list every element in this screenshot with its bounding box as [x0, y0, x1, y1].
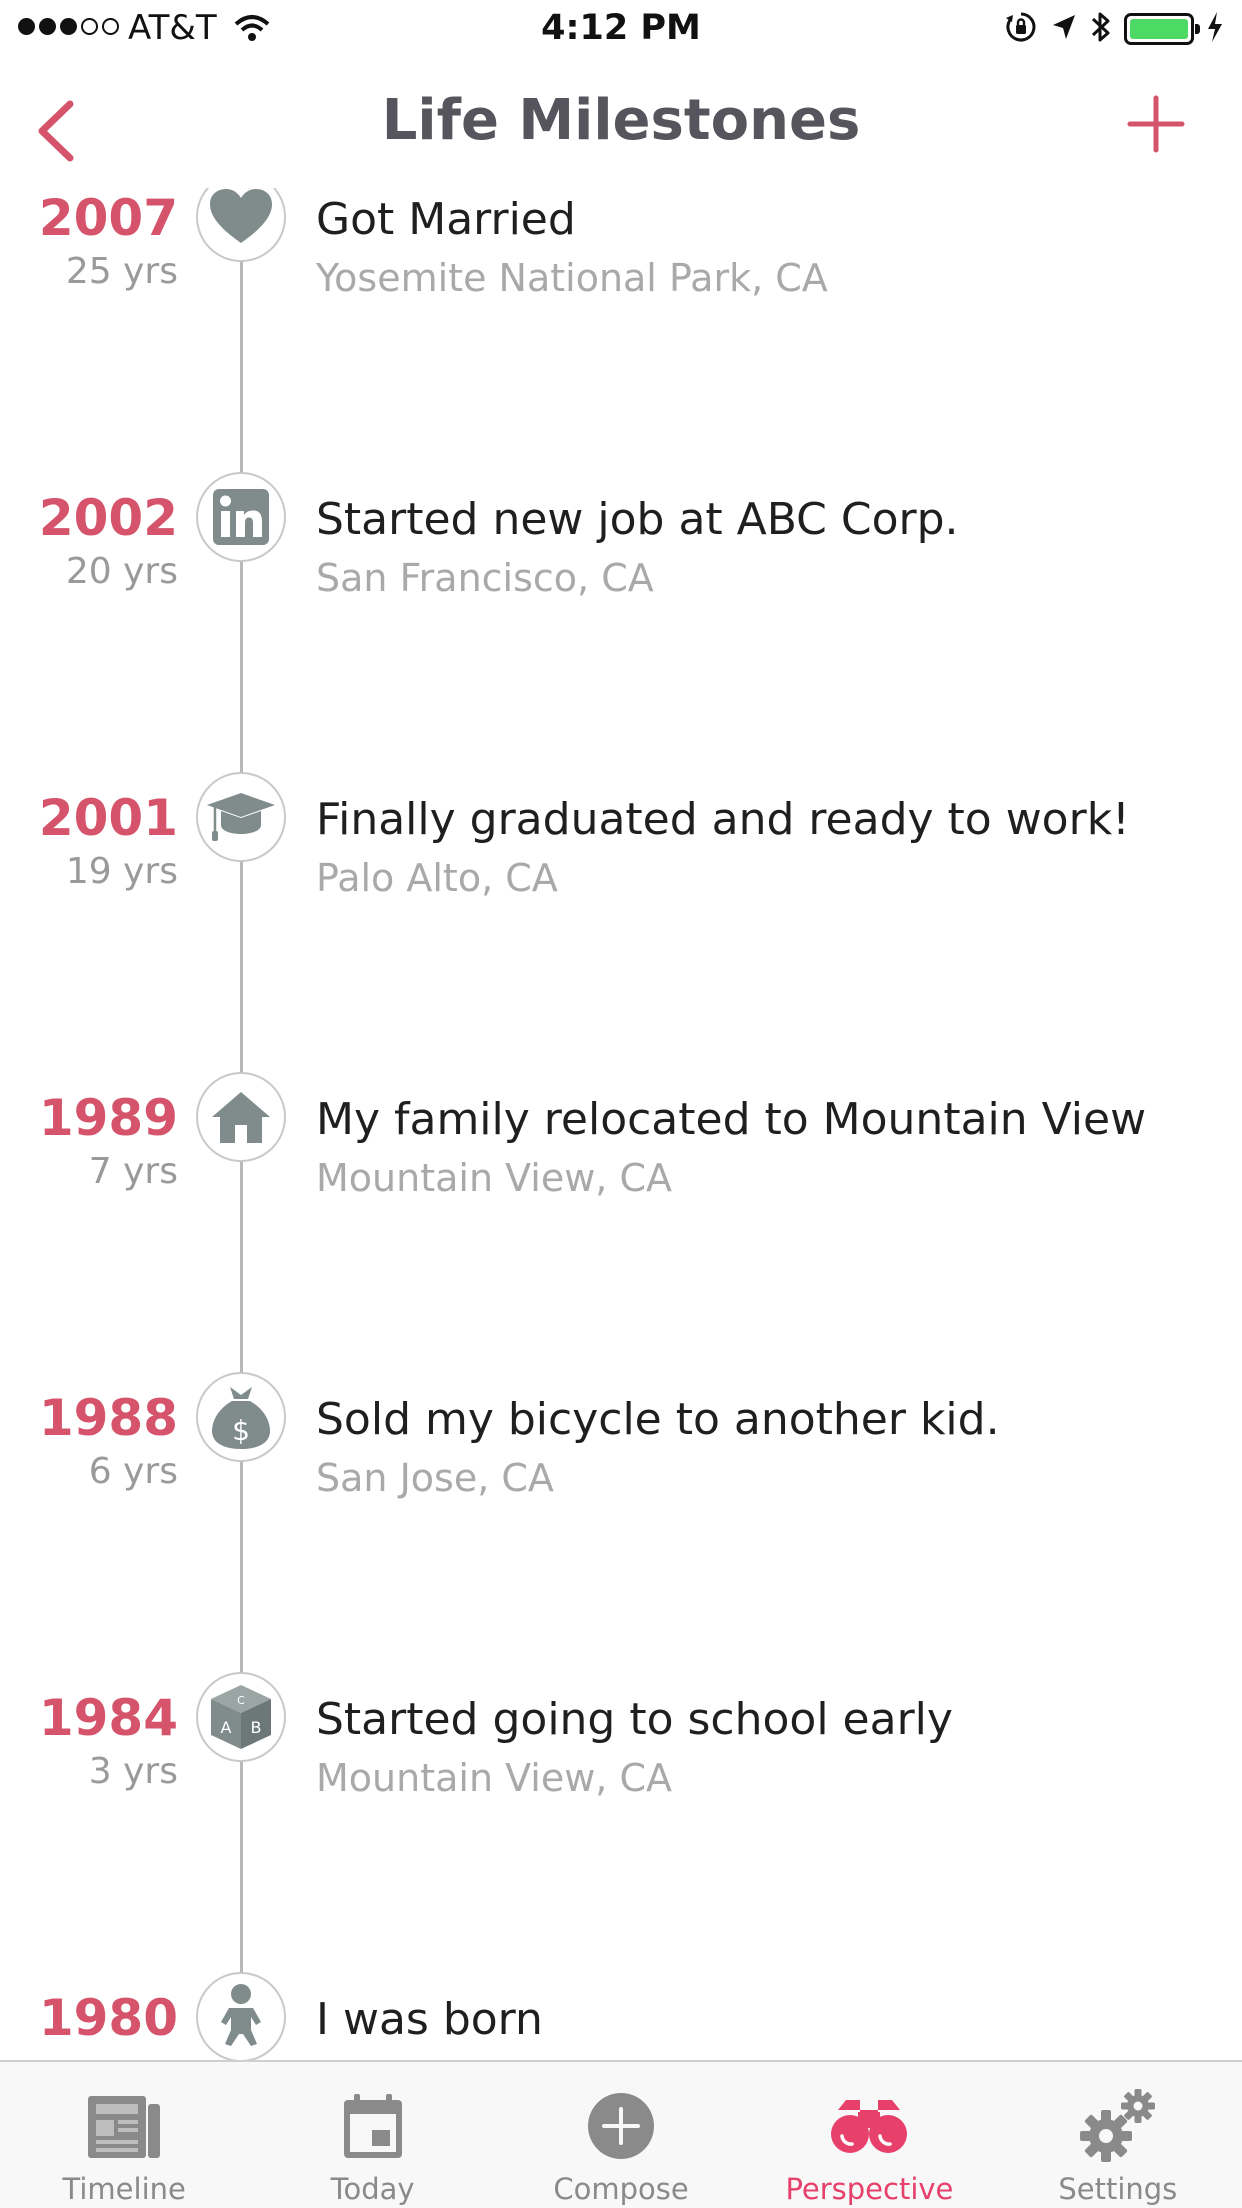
chevron-left-icon [38, 100, 74, 162]
milestone-age: 25 yrs [65, 251, 178, 292]
milestone-year: 1988 [38, 1389, 178, 1447]
milestone-title: My family relocated to Mountain View [316, 1094, 1147, 1145]
tab-bar: Timeline Today Compose [0, 2060, 1242, 2208]
tab-today[interactable]: Today [248, 2062, 496, 2208]
binoculars-icon [829, 2086, 909, 2166]
milestone-location: Yosemite National Park, CA [316, 256, 828, 300]
calendar-icon [333, 2086, 413, 2166]
milestone-year: 1980 [38, 1989, 178, 2047]
back-button[interactable] [32, 96, 82, 166]
milestone-timeline[interactable]: 2007 25 yrs Got Married Yosemite Nationa… [0, 188, 1242, 2060]
heart-icon [196, 188, 286, 262]
milestone-title: Got Married [316, 194, 576, 245]
milestone-location: San Francisco, CA [316, 556, 654, 600]
bluetooth-icon [1090, 10, 1112, 48]
tab-label: Today [330, 2172, 415, 2206]
signal-dot [39, 18, 56, 35]
newspaper-icon [84, 2086, 164, 2166]
milestone-age: 19 yrs [65, 851, 178, 892]
orientation-lock-icon [1004, 10, 1038, 48]
milestone-location: San Jose, CA [316, 1456, 554, 1500]
svg-text:B: B [251, 1718, 262, 1737]
svg-text:C: C [237, 1694, 245, 1707]
tab-label: Compose [553, 2172, 689, 2206]
milestone-location: Mountain View, CA [316, 1156, 672, 1200]
graduation-cap-icon [196, 772, 286, 862]
carrier-name: AT&T [128, 8, 217, 48]
milestone-year: 2002 [38, 489, 178, 547]
tab-label: Settings [1058, 2172, 1178, 2206]
milestone-item[interactable]: 1980 I was born [0, 1972, 1242, 2060]
milestone-age: 7 yrs [88, 1151, 178, 1192]
milestone-year: 1989 [38, 1089, 178, 1147]
abc-block-icon: C A B [196, 1672, 286, 1762]
milestone-year: 2007 [38, 189, 178, 247]
svg-text:$: $ [232, 1414, 250, 1447]
house-icon [196, 1072, 286, 1162]
milestone-item[interactable]: 1989 7 yrs My family relocated to Mounta… [0, 1072, 1242, 1238]
signal-dot [81, 18, 98, 35]
charging-bolt-icon [1206, 11, 1224, 47]
milestone-item[interactable]: 2007 25 yrs Got Married Yosemite Nationa… [0, 188, 1242, 338]
milestone-title: Started new job at ABC Corp. [316, 494, 959, 545]
battery-icon [1124, 13, 1200, 45]
location-arrow-icon [1050, 12, 1078, 46]
money-bag-icon: $ [196, 1372, 286, 1462]
battery-fill [1130, 19, 1188, 39]
status-right-group [1004, 10, 1224, 48]
status-time: 4:12 PM [541, 8, 701, 48]
add-milestone-button[interactable] [1126, 94, 1186, 154]
milestone-age: 3 yrs [88, 1751, 178, 1792]
milestone-item[interactable]: 2002 20 yrs Started new job at ABC Corp.… [0, 472, 1242, 638]
plus-icon [1127, 95, 1185, 153]
milestone-age: 20 yrs [65, 551, 178, 592]
milestone-item[interactable]: 2001 19 yrs Finally graduated and ready … [0, 772, 1242, 938]
tab-label: Timeline [62, 2172, 186, 2206]
signal-strength-indicator [18, 18, 119, 35]
milestone-title: Started going to school early [316, 1694, 953, 1745]
svg-text:A: A [221, 1718, 232, 1737]
tab-compose[interactable]: Compose [497, 2062, 745, 2208]
plus-circle-icon [581, 2086, 661, 2166]
milestone-location: Palo Alto, CA [316, 856, 558, 900]
milestone-age: 6 yrs [88, 1451, 178, 1492]
milestone-title: Sold my bicycle to another kid. [316, 1394, 1000, 1445]
tab-label: Perspective [785, 2172, 954, 2206]
gears-icon [1078, 2086, 1158, 2166]
milestone-item[interactable]: 1984 3 yrs C A B Started going to school… [0, 1672, 1242, 1838]
signal-dot [18, 18, 35, 35]
navigation-bar: Life Milestones [0, 60, 1242, 188]
linkedin-icon [196, 472, 286, 562]
milestone-year: 2001 [38, 789, 178, 847]
signal-dot [60, 18, 77, 35]
milestone-item[interactable]: 1988 6 yrs $ Sold my bicycle to another … [0, 1372, 1242, 1538]
milestone-title: Finally graduated and ready to work! [316, 794, 1130, 845]
baby-icon [196, 1972, 286, 2060]
status-bar: AT&T 4:12 PM [0, 0, 1242, 60]
milestone-title: I was born [316, 1994, 543, 2045]
signal-dot [102, 18, 119, 35]
tab-timeline[interactable]: Timeline [0, 2062, 248, 2208]
milestone-year: 1984 [38, 1689, 178, 1747]
tab-perspective[interactable]: Perspective [745, 2062, 993, 2208]
milestone-location: Mountain View, CA [316, 1756, 672, 1800]
page-title: Life Milestones [381, 88, 861, 153]
wifi-icon [234, 14, 270, 46]
tab-settings[interactable]: Settings [994, 2062, 1242, 2208]
